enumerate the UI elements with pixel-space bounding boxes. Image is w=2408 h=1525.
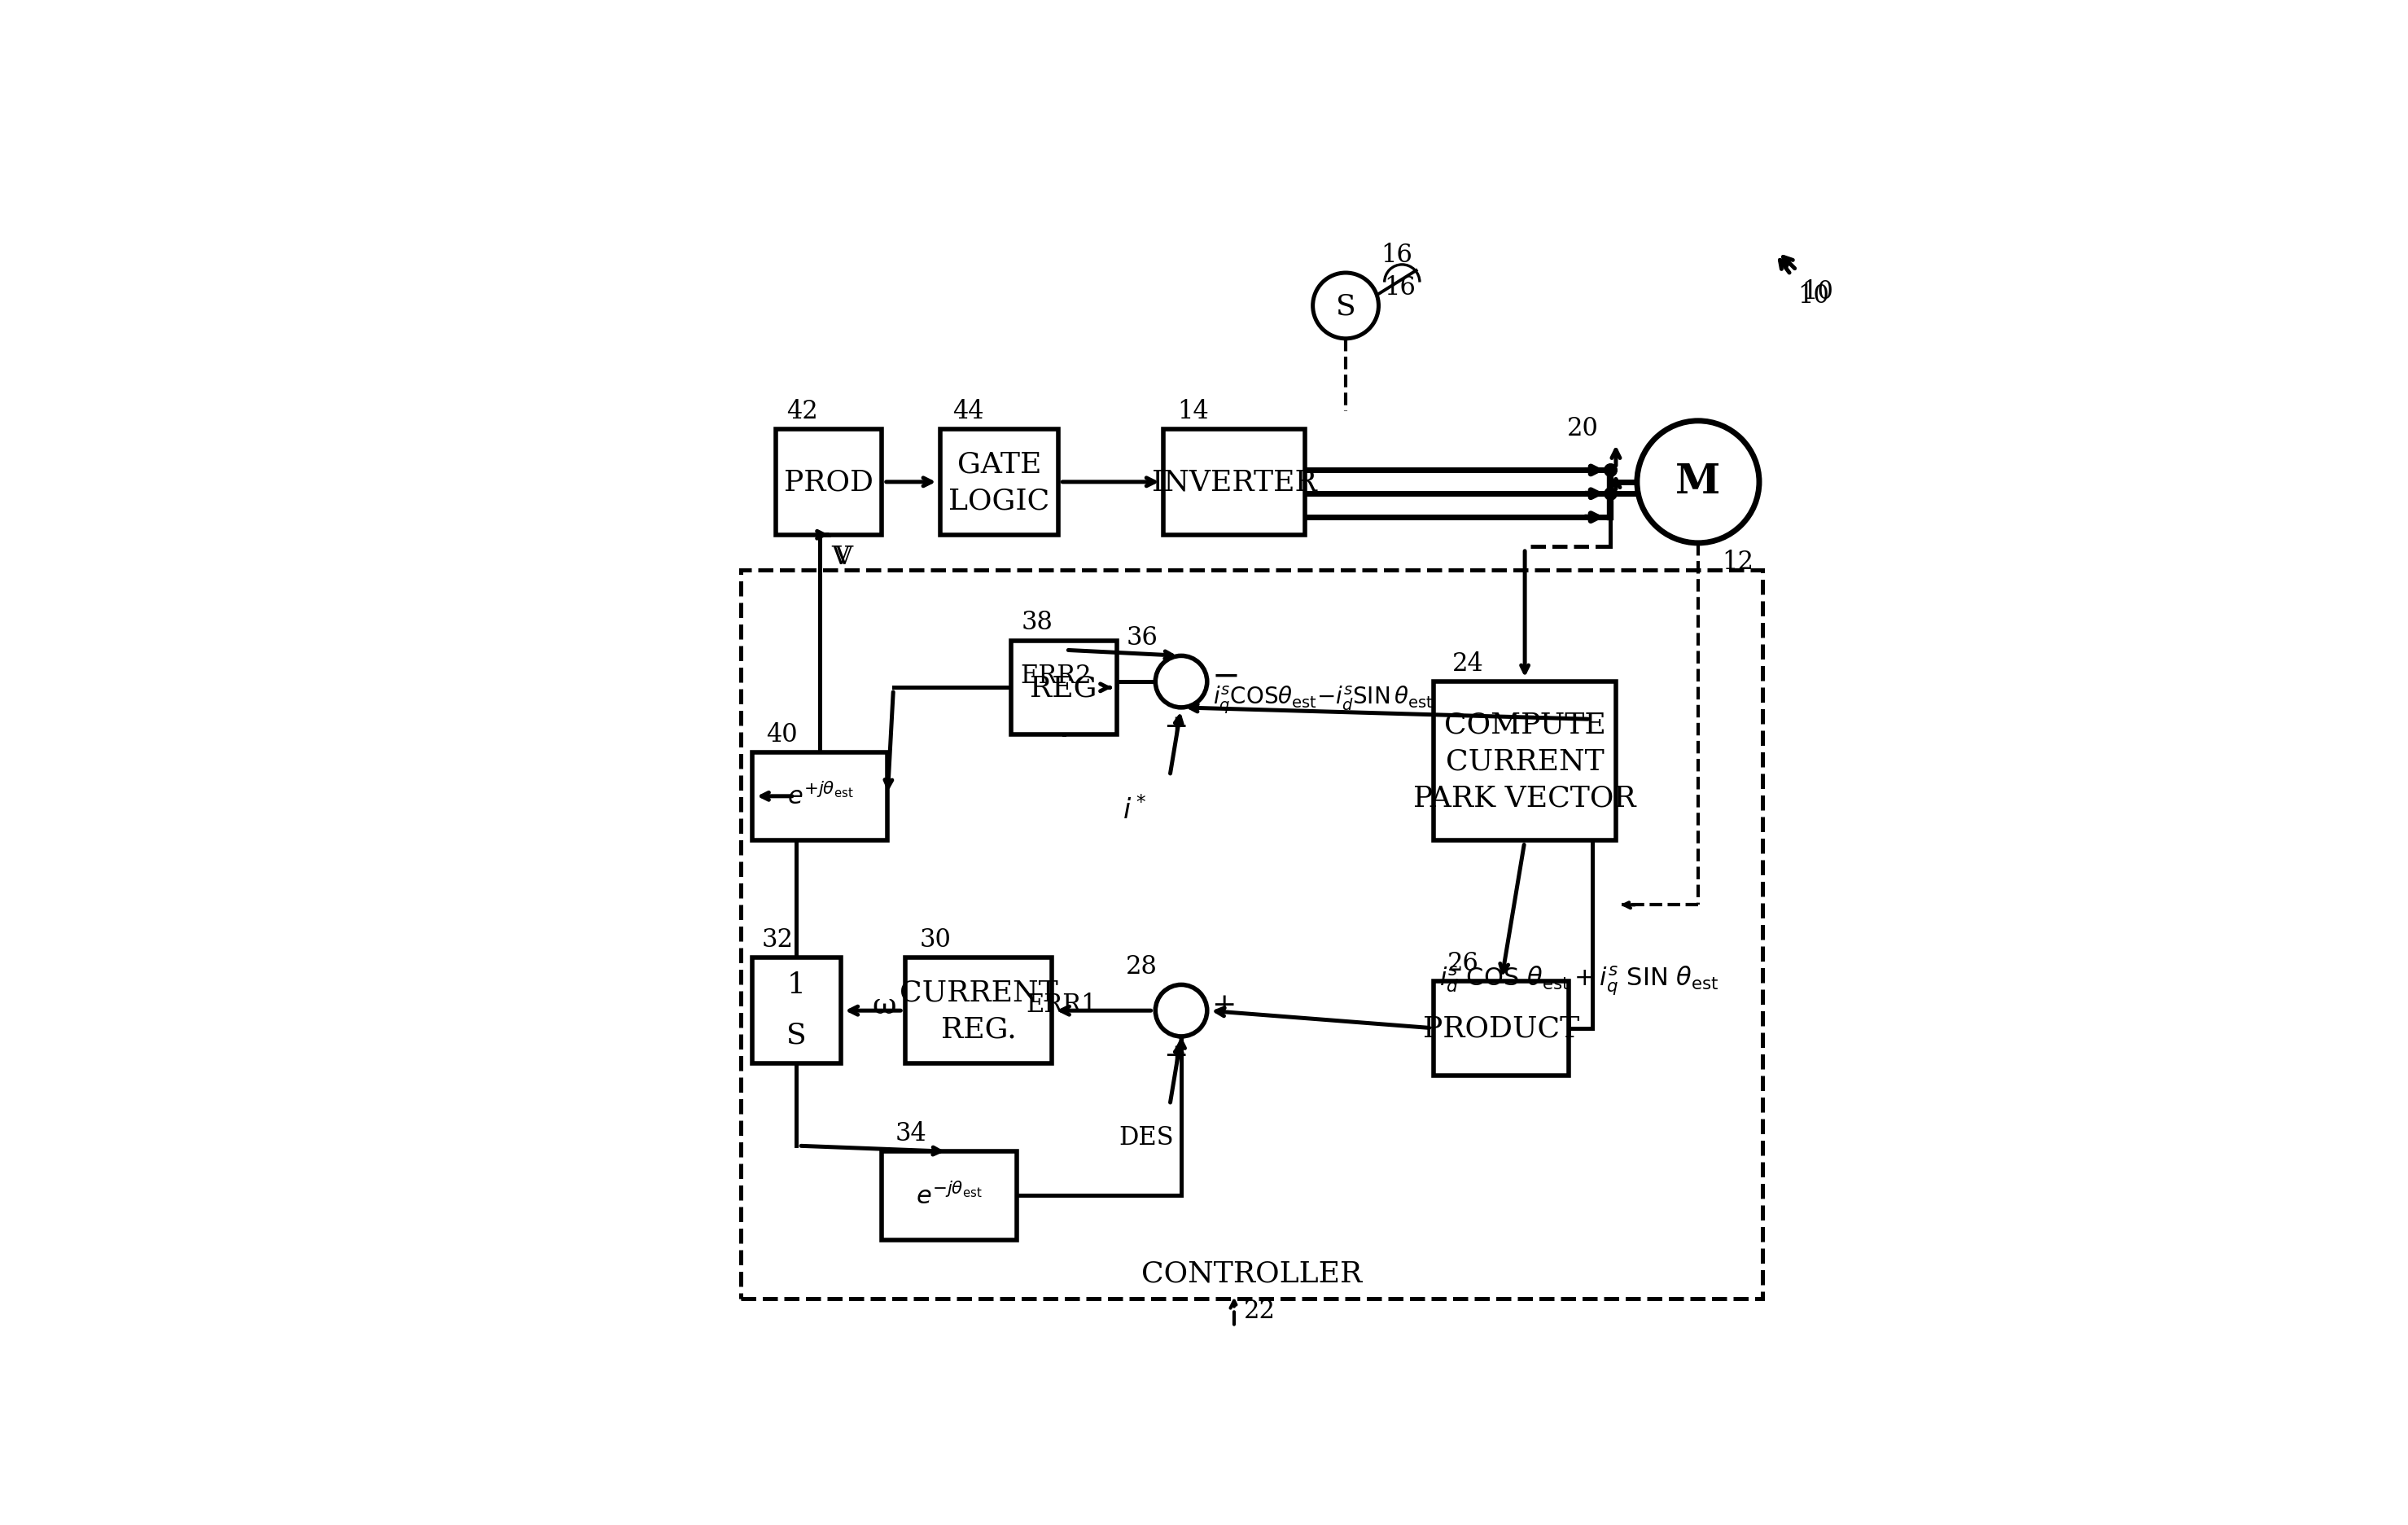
Bar [905,958,1052,1064]
Text: DES: DES [1117,1125,1173,1150]
Text: 10: 10 [1799,282,1830,308]
Text: 10: 10 [1801,279,1832,305]
Text: 44: 44 [951,398,982,424]
Circle shape [1156,656,1206,708]
Text: 24: 24 [1452,651,1483,676]
Bar [1163,430,1305,535]
Text: 16: 16 [1385,274,1416,300]
Bar [742,570,1763,1299]
Text: +: + [1163,1042,1187,1069]
Circle shape [1156,985,1206,1037]
Text: REG: REG [1031,674,1098,702]
Text: $e^{-j\theta_{\rm est}}$: $e^{-j\theta_{\rm est}}$ [915,1182,982,1209]
Text: 12: 12 [1722,549,1753,575]
Text: $i_d^s\ \mathrm{COS}\ \theta_{\rm est} + i_q^s\ \mathrm{SIN}\ \theta_{\rm est}$: $i_d^s\ \mathrm{COS}\ \theta_{\rm est} +… [1440,964,1719,997]
Bar [751,958,840,1064]
Bar [1433,982,1570,1075]
Text: CURRENT
REG.: CURRENT REG. [898,979,1057,1043]
Text: 40: 40 [766,721,797,747]
Bar [751,752,889,840]
Text: 30: 30 [920,927,951,952]
Text: PRODUCT: PRODUCT [1423,1014,1580,1042]
Text: $i_q^s\mathrm{COS}\theta_{\rm est}{-}i_d^s\mathrm{SIN}\,\theta_{\rm est}$: $i_q^s\mathrm{COS}\theta_{\rm est}{-}i_d… [1214,685,1433,715]
Text: PROD: PROD [785,468,874,496]
Text: 22: 22 [1243,1298,1276,1324]
Text: −: − [1211,659,1240,694]
Text: $i^*$: $i^*$ [1122,796,1146,825]
Text: 20: 20 [1568,416,1599,441]
Text: 14: 14 [1178,398,1209,424]
Text: INVERTER: INVERTER [1151,468,1317,496]
Text: 26: 26 [1447,950,1479,976]
Bar [1011,640,1117,735]
Text: +: + [1211,991,1238,1019]
Circle shape [1637,421,1760,543]
Text: 16: 16 [1380,242,1413,267]
Text: 1: 1 [787,971,807,999]
Text: GATE
LOGIC: GATE LOGIC [949,450,1050,514]
Text: ω: ω [872,991,896,1019]
Bar [881,1151,1016,1240]
Text: 34: 34 [896,1121,927,1145]
Text: 36: 36 [1127,625,1158,650]
Text: V: V [836,544,852,570]
Bar [775,430,881,535]
Text: $e^{+j\theta_{\rm est}}$: $e^{+j\theta_{\rm est}}$ [787,784,852,810]
Text: V: V [831,544,850,570]
Circle shape [1312,273,1380,339]
Text: 32: 32 [761,927,792,952]
Text: M: M [1676,462,1722,502]
Text: 42: 42 [787,398,819,424]
Bar [1433,682,1616,840]
Text: S: S [787,1020,807,1048]
Text: 18: 18 [1645,445,1676,471]
Text: COMPUTE
CURRENT
PARK VECTOR: COMPUTE CURRENT PARK VECTOR [1413,711,1635,811]
Text: ERR1: ERR1 [1026,993,1098,1017]
Bar [942,430,1057,535]
Text: 38: 38 [1021,610,1052,634]
Text: +: + [1163,712,1187,740]
Text: CONTROLLER: CONTROLLER [1141,1260,1363,1287]
Text: 28: 28 [1127,955,1158,979]
Text: S: S [1336,293,1356,320]
Text: ERR2: ERR2 [1021,663,1091,689]
